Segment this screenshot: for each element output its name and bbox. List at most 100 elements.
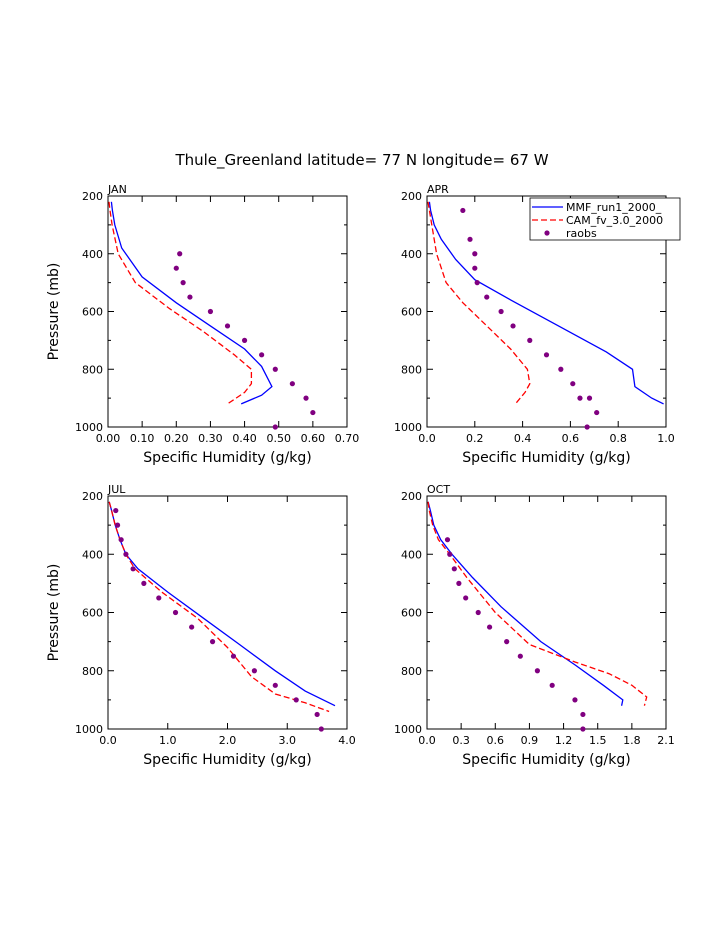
legend-entry: MMF_run1_2000_: [532, 201, 662, 214]
x-tick-label: 0.8: [609, 432, 627, 445]
x-tick-label: 0.6: [562, 432, 580, 445]
x-axis-label: Specific Humidity (g/kg): [143, 752, 311, 768]
y-tick-label: 200: [82, 190, 103, 203]
y-tick-label: 1000: [75, 421, 103, 434]
raobs-point: [173, 265, 179, 271]
y-tick-label: 1000: [394, 723, 422, 736]
x-tick-label: 2.0: [219, 734, 237, 747]
x-axis-label: Specific Humidity (g/kg): [462, 752, 630, 768]
mmf-line: [428, 201, 664, 405]
raobs-point: [207, 308, 214, 315]
raobs-point: [577, 395, 583, 401]
x-tick-label: 0.00: [96, 432, 121, 445]
raobs-point: [177, 251, 183, 257]
raobs-point: [251, 668, 257, 674]
raobs-point: [272, 366, 278, 372]
x-tick-label: 1.8: [623, 734, 641, 747]
cam-line: [427, 501, 648, 706]
raobs-point: [180, 280, 186, 286]
raobs-point: [314, 711, 320, 718]
y-tick-label: 200: [401, 490, 422, 503]
raobs-point: [209, 639, 216, 645]
raobs-point: [517, 653, 523, 659]
y-tick-label: 800: [401, 363, 422, 376]
raobs-point: [230, 653, 237, 659]
x-axis-label: Specific Humidity (g/kg): [143, 450, 311, 466]
y-tick-label: 400: [82, 548, 103, 561]
x-tick-label: 3.0: [279, 734, 297, 747]
y-tick-label: 200: [401, 190, 422, 203]
raobs-point: [456, 580, 462, 586]
legend-box: [529, 197, 681, 241]
raobs-point: [527, 337, 533, 343]
x-tick-label: 0.70: [335, 432, 360, 445]
raobs-point: [498, 308, 504, 315]
legend-entry: raobs: [544, 227, 597, 240]
panel-apr: APR 0.0 0.2 0.4 0.6 0.8 1.0 200 400 600 800 1000 Spe…: [394, 183, 675, 466]
x-tick-label: 0.2: [466, 432, 484, 445]
y-axis-label: Pressure (mb): [46, 263, 62, 361]
raobs-point: [475, 609, 481, 616]
x-tick-label: 0.60: [301, 432, 326, 445]
y-tick-label: 400: [82, 248, 103, 261]
raobs-point: [467, 236, 473, 242]
raobs-point: [118, 537, 124, 543]
raobs-point: [451, 566, 457, 572]
plot-frame: [426, 495, 667, 730]
x-tick-label: 0.0: [418, 734, 436, 747]
raobs-point: [189, 624, 195, 630]
raobs-point: [289, 381, 295, 387]
panel-jul: JUL 0.0 1.0 2.0 3.0 4.0 200 400 600 800 1000 Specif…: [46, 483, 356, 768]
y-tick-label: 200: [82, 490, 103, 503]
x-tick-label: 0.50: [266, 432, 291, 445]
panel-label: JAN: [107, 183, 127, 196]
raobs-point: [510, 323, 516, 329]
x-tick-label: 0.20: [164, 432, 189, 445]
raobs-point: [584, 424, 590, 430]
plot-frame: [107, 195, 348, 428]
x-tick-label: 4.0: [338, 734, 356, 747]
mmf-line: [108, 501, 336, 707]
raobs-point: [293, 697, 299, 703]
raobs-point: [114, 522, 121, 528]
y-tick-label: 400: [401, 548, 422, 561]
y-tick-label: 800: [401, 665, 422, 678]
raobs-point: [272, 424, 278, 430]
raobs-point: [447, 551, 453, 557]
raobs-point: [474, 280, 480, 286]
raobs-point: [463, 595, 469, 601]
legend-entry: CAM_fv_3.0_2000: [532, 214, 663, 227]
x-tick-label: 0.10: [130, 432, 155, 445]
x-tick-label: 0.0: [99, 734, 117, 747]
y-tick-label: 600: [401, 607, 422, 620]
y-tick-label: 400: [401, 248, 422, 261]
figure-title: Thule_Greenland latitude= 77 N longitude…: [174, 151, 548, 170]
raobs-point: [156, 595, 162, 601]
legend-label: CAM_fv_3.0_2000: [566, 214, 663, 227]
y-tick-label: 1000: [75, 723, 103, 736]
raobs-point: [570, 381, 576, 387]
raobs-point: [224, 323, 231, 329]
raobs-point: [580, 726, 586, 732]
x-tick-label: 1.2: [555, 734, 573, 747]
panel-label: JUL: [107, 483, 126, 496]
raobs-point: [504, 639, 510, 645]
raobs-point: [586, 395, 593, 401]
y-tick-label: 1000: [394, 421, 422, 434]
mmf-line: [110, 201, 273, 405]
raobs-point: [460, 207, 466, 214]
raobs-point: [318, 726, 324, 732]
raobs-point: [580, 711, 586, 718]
x-tick-label: 0.0: [418, 432, 436, 445]
raobs-point: [444, 537, 451, 543]
panel-oct: OCT 0.0 0.3 0.6 0.9 1.2 1.5 1.8 2.1 200 400 600 800 1…: [394, 483, 675, 768]
legend-label: raobs: [566, 227, 597, 240]
raobs-point: [259, 352, 265, 358]
raobs-point: [558, 366, 564, 372]
raobs-point: [543, 352, 550, 358]
x-tick-label: 1.0: [657, 432, 675, 445]
legend-label: MMF_run1_2000_: [566, 201, 662, 214]
x-tick-label: 0.9: [521, 734, 539, 747]
